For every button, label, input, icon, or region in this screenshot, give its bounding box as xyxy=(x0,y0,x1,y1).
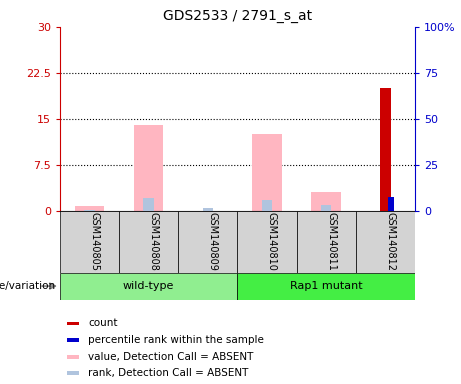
Bar xyxy=(119,211,178,273)
Bar xyxy=(252,134,282,211)
Bar xyxy=(67,338,79,342)
Bar xyxy=(178,211,237,273)
Bar xyxy=(134,125,164,211)
Text: GSM140805: GSM140805 xyxy=(89,212,100,271)
Text: rank, Detection Call = ABSENT: rank, Detection Call = ABSENT xyxy=(89,368,248,378)
Bar xyxy=(388,197,394,211)
Text: percentile rank within the sample: percentile rank within the sample xyxy=(89,335,264,345)
Bar xyxy=(296,211,356,273)
Text: GSM140810: GSM140810 xyxy=(267,212,277,271)
Title: GDS2533 / 2791_s_at: GDS2533 / 2791_s_at xyxy=(163,9,312,23)
Bar xyxy=(237,211,296,273)
Bar xyxy=(321,205,331,211)
Bar xyxy=(311,192,341,211)
Text: genotype/variation: genotype/variation xyxy=(0,281,55,291)
Bar xyxy=(84,210,95,211)
Bar xyxy=(143,198,154,211)
Text: GSM140809: GSM140809 xyxy=(208,212,218,271)
Text: wild-type: wild-type xyxy=(123,281,174,291)
Bar xyxy=(262,200,272,211)
Bar xyxy=(67,355,79,359)
Bar xyxy=(75,206,104,211)
Bar xyxy=(60,211,119,273)
Text: value, Detection Call = ABSENT: value, Detection Call = ABSENT xyxy=(89,352,254,362)
Text: GSM140811: GSM140811 xyxy=(326,212,336,271)
Bar xyxy=(356,211,415,273)
Text: count: count xyxy=(89,318,118,328)
Bar xyxy=(380,88,390,211)
Bar xyxy=(202,209,213,211)
Bar xyxy=(60,273,237,300)
Text: GSM140808: GSM140808 xyxy=(148,212,159,271)
Bar xyxy=(237,273,415,300)
Bar xyxy=(67,371,79,375)
Text: Rap1 mutant: Rap1 mutant xyxy=(290,281,362,291)
Bar xyxy=(193,210,223,211)
Text: GSM140812: GSM140812 xyxy=(385,212,396,271)
Bar xyxy=(67,321,79,325)
